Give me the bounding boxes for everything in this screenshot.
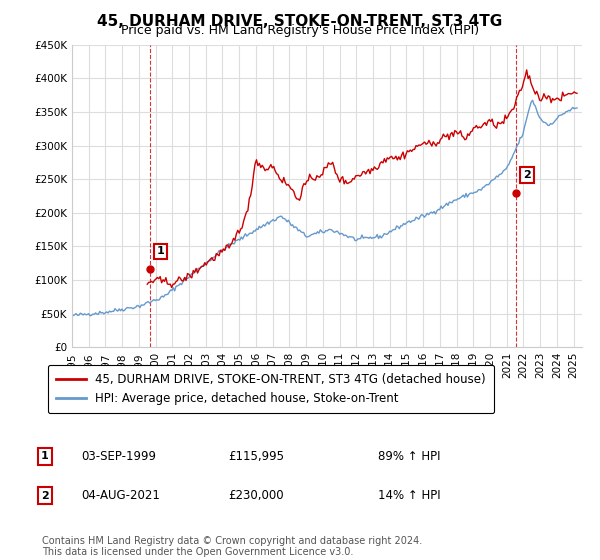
Text: 03-SEP-1999: 03-SEP-1999: [81, 450, 156, 463]
Text: 1: 1: [157, 246, 164, 256]
Text: £230,000: £230,000: [228, 489, 284, 502]
Text: Price paid vs. HM Land Registry's House Price Index (HPI): Price paid vs. HM Land Registry's House …: [121, 24, 479, 37]
Text: Contains HM Land Registry data © Crown copyright and database right 2024.
This d: Contains HM Land Registry data © Crown c…: [42, 535, 422, 557]
Text: 1: 1: [41, 451, 49, 461]
Text: 45, DURHAM DRIVE, STOKE-ON-TRENT, ST3 4TG: 45, DURHAM DRIVE, STOKE-ON-TRENT, ST3 4T…: [97, 14, 503, 29]
Text: 2: 2: [41, 491, 49, 501]
Legend: 45, DURHAM DRIVE, STOKE-ON-TRENT, ST3 4TG (detached house), HPI: Average price, : 45, DURHAM DRIVE, STOKE-ON-TRENT, ST3 4T…: [48, 365, 494, 413]
Text: 04-AUG-2021: 04-AUG-2021: [81, 489, 160, 502]
Text: 89% ↑ HPI: 89% ↑ HPI: [378, 450, 440, 463]
Text: 14% ↑ HPI: 14% ↑ HPI: [378, 489, 440, 502]
Text: 2: 2: [523, 170, 531, 180]
Text: £115,995: £115,995: [228, 450, 284, 463]
